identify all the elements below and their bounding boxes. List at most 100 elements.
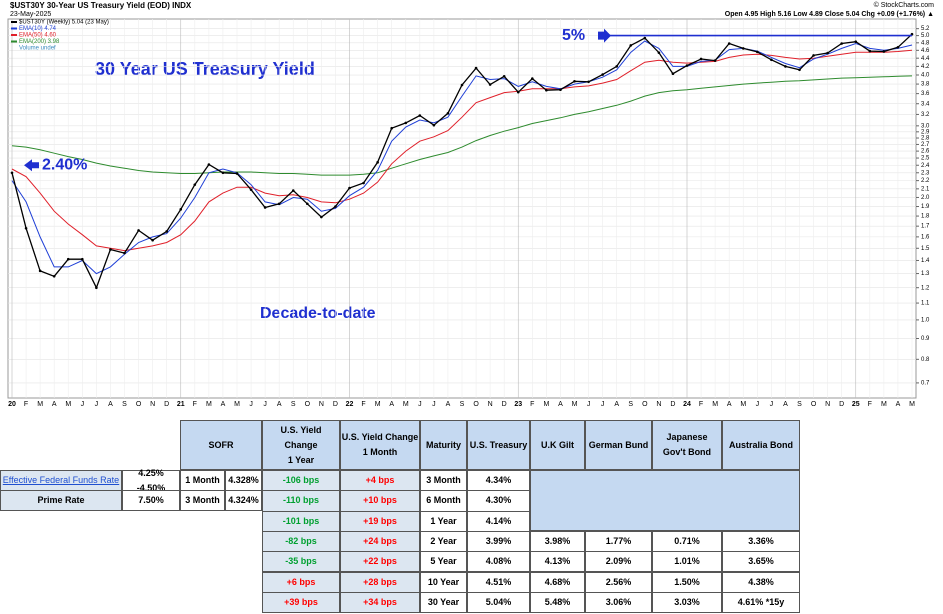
price-point: [249, 188, 253, 191]
table-cell: -101 bps: [262, 510, 340, 532]
x-tick-label: A: [446, 401, 451, 408]
price-point: [516, 90, 520, 94]
cell-text: 4.328%: [228, 475, 259, 485]
cell-text: 3.03%: [674, 596, 700, 607]
price-point: [165, 230, 168, 233]
annotation-arrow: [24, 159, 39, 172]
y-tick-label: 1.9: [921, 204, 930, 210]
legend-label: EMA(10) 4.74: [19, 26, 57, 32]
price-point: [573, 80, 576, 83]
cell-text: 3.36%: [748, 536, 774, 547]
y-tick-label: 0.8: [921, 357, 930, 363]
price-point: [207, 163, 211, 166]
cell-text: 4.34%: [485, 475, 512, 486]
y-tick-label: 1.1: [921, 301, 930, 307]
y-tick-label: 2.1: [921, 186, 930, 192]
price-point: [727, 42, 731, 45]
price-point: [587, 80, 590, 84]
cell-text: 4.08%: [485, 556, 512, 567]
price-point: [615, 65, 618, 68]
price-point: [868, 49, 872, 53]
cell-text: Gov't Bond: [662, 447, 712, 457]
x-tick-label: N: [150, 401, 155, 408]
cell-text: +6 bps: [286, 576, 316, 587]
x-tick-label: F: [193, 401, 197, 408]
x-tick-label: F: [699, 401, 703, 408]
table-cell: 3.65%: [722, 551, 800, 573]
price-point: [446, 112, 450, 115]
x-tick-label: D: [839, 401, 844, 408]
x-tick-label: S: [797, 401, 802, 408]
cell-text: 3.99%: [485, 536, 512, 547]
cell-text: Australia Bond: [728, 439, 793, 450]
y-tick-label: 2.5: [921, 156, 930, 162]
table-cell: 4.38%: [722, 571, 800, 593]
y-tick-label: 0.7: [921, 380, 930, 386]
table-cell: 1.50%: [652, 571, 722, 593]
heading: 30 Year US Treasury Yield: [95, 59, 315, 79]
cell-text: 3.06%: [605, 596, 632, 607]
x-tick-label: O: [811, 401, 817, 408]
x-tick-label: M: [909, 401, 915, 408]
cell-text: 2.56%: [605, 576, 632, 587]
table-cell[interactable]: Effective Federal Funds Rate: [0, 470, 122, 491]
price-point: [81, 257, 84, 261]
table-cell: 3.36%: [722, 530, 800, 553]
price-point: [798, 68, 801, 72]
table-cell: 4.324%: [225, 490, 262, 511]
x-tick-label: 21: [177, 401, 185, 408]
price-point: [348, 186, 351, 190]
x-tick-label: D: [502, 401, 507, 408]
x-tick-label: J: [432, 401, 436, 408]
chart-title: $UST30Y 30-Year US Treasury Yield (EOD) …: [10, 1, 192, 10]
cell-text: German Bund: [588, 439, 649, 450]
x-tick-label: M: [65, 401, 71, 408]
x-tick-label: A: [558, 401, 563, 408]
price-point: [559, 88, 562, 92]
cell-text: 5.04%: [485, 596, 512, 607]
table-cell: +34 bps: [340, 591, 420, 614]
price-point: [531, 77, 534, 80]
subheading: Decade-to-date: [260, 305, 376, 322]
table-cell: 7.50%: [122, 490, 180, 511]
price-point: [362, 181, 365, 185]
price-point: [756, 50, 759, 54]
x-tick-label: 23: [514, 401, 522, 408]
table-cell: -82 bps: [262, 530, 340, 553]
y-tick-label: 4.4: [921, 56, 930, 62]
table-cell: +22 bps: [340, 551, 420, 573]
y-tick-label: 2.2: [921, 178, 930, 184]
y-tick-label: 2.4: [921, 163, 930, 169]
price-point: [812, 54, 815, 57]
y-tick-label: 3.4: [921, 101, 930, 107]
price-point: [643, 36, 647, 40]
cell-text: +10 bps: [363, 495, 397, 506]
price-point: [221, 171, 225, 175]
y-tick-label: 2.8: [921, 136, 930, 142]
price-point: [38, 269, 42, 273]
table-cell: 2.09%: [585, 551, 652, 573]
x-tick-label: A: [896, 401, 901, 408]
cell-text: 6 Month: [426, 495, 461, 506]
table-cell: -110 bps: [262, 490, 340, 512]
table-cell: 4.13%: [530, 551, 585, 573]
price-point: [657, 51, 661, 54]
table-cell: 1 Year: [420, 510, 467, 532]
price-point: [418, 114, 422, 117]
price-point: [263, 206, 267, 209]
price-point: [179, 208, 183, 211]
cell-text: Japanese: [666, 432, 708, 442]
table-cell: 4.51%: [467, 571, 530, 593]
table-cell: +28 bps: [340, 571, 420, 593]
table-cell: Maturity: [420, 420, 467, 470]
price-point: [502, 75, 506, 78]
x-tick-label: M: [37, 401, 43, 408]
cell-text: 5.48%: [544, 596, 571, 607]
legend-label: Volume undef: [19, 46, 56, 52]
price-point: [699, 57, 703, 61]
x-tick-label: O: [642, 401, 648, 408]
x-tick-label: N: [488, 401, 493, 408]
cell-text: 3 Month: [426, 475, 461, 486]
price-point: [685, 64, 689, 67]
